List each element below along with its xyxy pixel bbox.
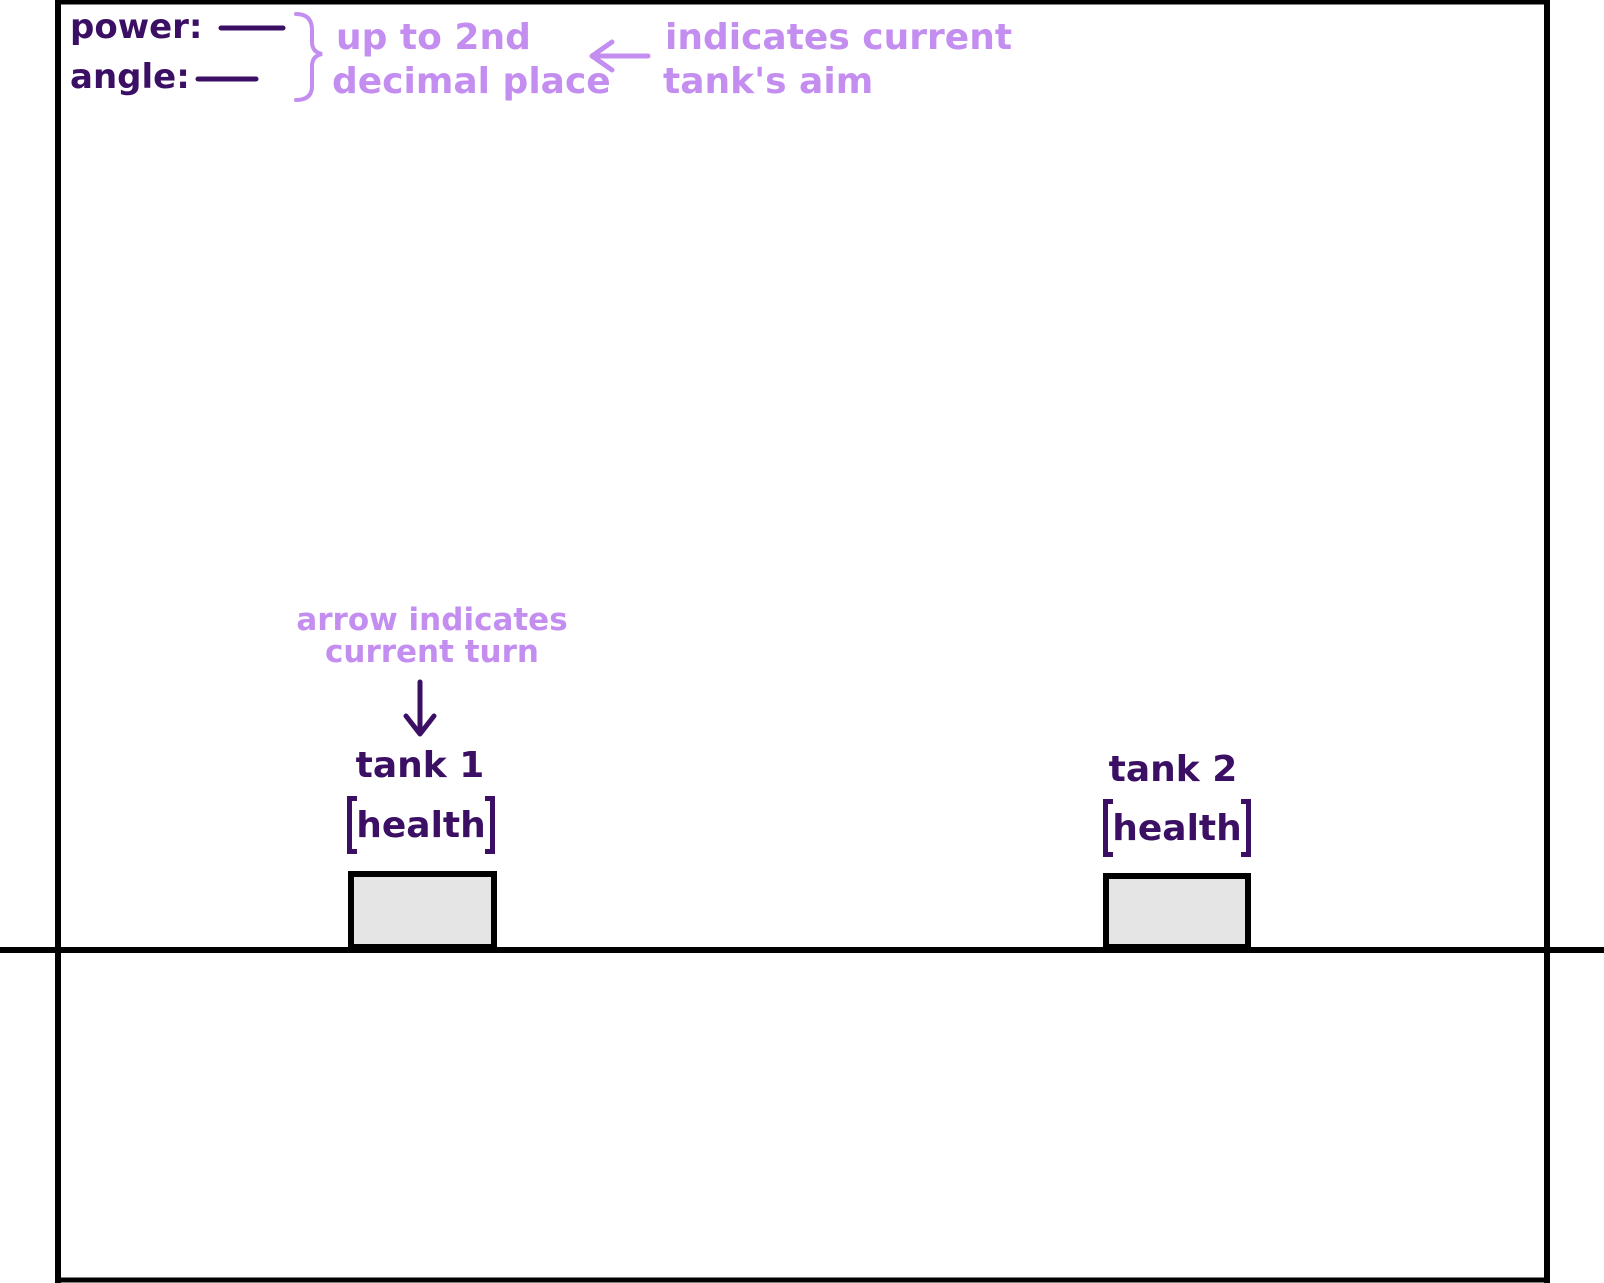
tank-1-health-bracket: health <box>347 796 495 854</box>
tank-1-label: tank 1 <box>355 745 485 786</box>
tank-2-label: tank 2 <box>1108 749 1238 790</box>
turn-arrow-head-icon <box>403 713 437 737</box>
turn-note-line1: arrow indicates <box>296 602 568 638</box>
aim-note-line2: tank's aim <box>663 61 874 102</box>
angle-label: angle: <box>70 57 190 97</box>
tank-2-health-bracket: health <box>1103 799 1251 857</box>
grouping-brace-icon <box>294 12 323 102</box>
power-label: power: <box>70 7 203 47</box>
tank-2-body <box>1103 873 1251 950</box>
tank-1-body <box>348 871 497 950</box>
precision-note-line1: up to 2nd <box>336 17 531 58</box>
precision-note-line2: decimal place <box>332 61 611 102</box>
aim-note-line1: indicates current <box>665 17 1013 58</box>
tank-1-health-label: health <box>356 804 486 846</box>
tank-2-health-label: health <box>1112 807 1242 849</box>
aim-note-arrow-head-icon <box>589 39 615 73</box>
turn-note-line2: current turn <box>325 634 539 670</box>
